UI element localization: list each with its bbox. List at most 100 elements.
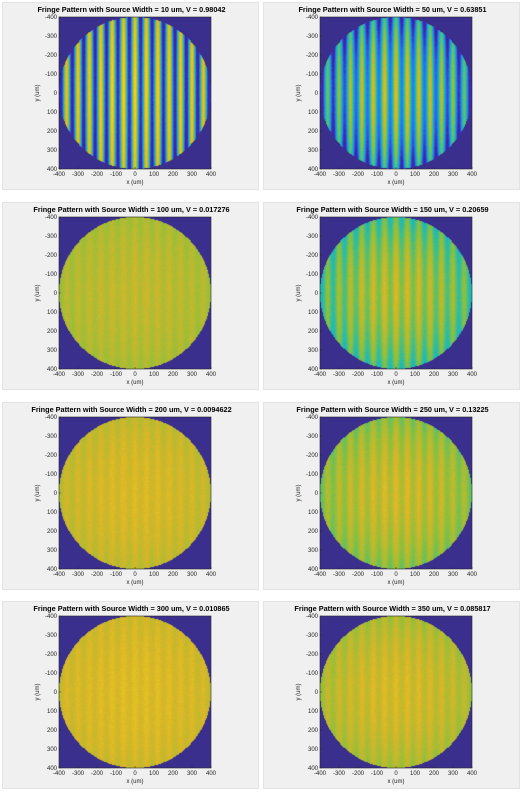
y-tick-label: -400 [306,215,319,221]
x-tick-label: 300 [187,372,198,378]
x-tick-label: 100 [149,572,160,578]
x-tick-label: 200 [429,372,440,378]
x-tick-label: 100 [149,172,160,178]
y-tick-label: 100 [47,110,58,116]
chart-title: Fringe Pattern with Source Width = 250 u… [296,405,489,414]
chart-svg: -400 -300 -200 -100 0 100 200 300 400-400-300-20… [35,15,217,186]
y-tick-label: -300 [306,34,319,40]
y-tick-label: 300 [47,747,58,753]
fringe-chart-panel: Fringe Pattern with Source Width = 10 um… [2,2,259,190]
y-tick-label: -400 [45,15,58,21]
y-axis-label: y (um) [35,485,41,502]
x-tick-label: -200 [91,771,104,777]
y-tick-label: 200 [47,129,58,135]
y-tick-label: -100 [306,671,319,677]
y-axis-label: y (um) [296,485,302,502]
x-tick-label: -100 [110,572,123,578]
x-axis-label: x (um) [127,580,144,586]
y-axis-label: y (um) [296,85,302,102]
chart-svg: -400 -300 -200 -100 0 100 200 300 400-400-300-20… [296,614,478,785]
x-tick-label: 200 [429,172,440,178]
y-axis-label: y (um) [296,684,302,701]
y-tick-label: -300 [45,234,58,240]
y-tick-label: 200 [47,728,58,734]
x-axis-label: x (um) [127,180,144,186]
y-tick-label: 200 [308,129,319,135]
x-tick-label: 200 [429,771,440,777]
y-tick-label: 300 [47,548,58,554]
y-tick-label: 400 [308,567,319,573]
y-tick-label: -200 [306,253,319,259]
x-tick-label: -400 [53,572,66,578]
fringe-heatmap [59,17,211,169]
y-tick-label: 0 [315,91,319,97]
x-tick-label: 300 [448,172,459,178]
y-tick-label: 200 [308,728,319,734]
y-tick-label: 400 [47,167,58,173]
x-tick-label: 400 [467,372,478,378]
x-tick-label: -400 [314,172,327,178]
x-tick-label: 0 [133,372,137,378]
chart-svg: -400 -300 -200 -100 0 100 200 300 400-400-300-20… [35,415,217,586]
x-tick-label: 100 [410,172,421,178]
y-tick-label: 100 [47,310,58,316]
x-tick-label: -100 [371,372,384,378]
x-tick-label: 400 [206,172,217,178]
y-tick-label: 0 [315,291,319,297]
x-tick-label: 200 [168,771,179,777]
y-tick-label: 100 [47,510,58,516]
x-tick-label: 300 [448,572,459,578]
chart-title: Fringe Pattern with Source Width = 100 u… [33,205,230,214]
y-tick-label: 200 [47,329,58,335]
chart-svg: -400 -300 -200 -100 0 100 200 300 400-400-300-20… [296,415,478,586]
x-tick-label: -200 [352,572,365,578]
y-tick-label: -100 [45,472,58,478]
y-axis-label: y (um) [296,285,302,302]
chart-title: Fringe Pattern with Source Width = 10 um… [37,5,226,14]
x-tick-label: 0 [394,572,398,578]
fringe-chart-panel: Fringe Pattern with Source Width = 250 u… [263,402,520,590]
y-tick-label: -400 [306,415,319,421]
x-tick-label: 300 [187,172,198,178]
x-tick-label: 200 [168,372,179,378]
x-tick-label: -300 [72,572,85,578]
fringe-heatmap [320,417,472,569]
x-tick-label: 200 [429,572,440,578]
y-tick-label: -200 [45,253,58,259]
x-tick-label: -300 [72,771,85,777]
y-tick-label: -100 [45,671,58,677]
y-tick-label: -300 [306,633,319,639]
y-tick-label: -100 [306,72,319,78]
x-tick-label: -100 [110,771,123,777]
chart-title: Fringe Pattern with Source Width = 50 um… [298,5,487,14]
fringe-chart-panel: Fringe Pattern with Source Width = 150 u… [263,202,520,390]
x-tick-label: -200 [352,372,365,378]
x-tick-label: -200 [91,172,104,178]
x-tick-label: -200 [352,771,365,777]
x-tick-label: -100 [110,172,123,178]
y-tick-label: -400 [45,614,58,620]
fringe-chart-panel: Fringe Pattern with Source Width = 200 u… [2,402,259,590]
fringe-chart-panel: Fringe Pattern with Source Width = 50 um… [263,2,520,190]
y-tick-label: 100 [308,510,319,516]
y-tick-label: 100 [308,709,319,715]
y-tick-label: -400 [306,614,319,620]
y-tick-label: -200 [306,453,319,459]
y-tick-label: 0 [54,491,58,497]
fringe-heatmap [320,616,472,768]
fringe-heatmap [59,616,211,768]
x-tick-label: -400 [53,372,66,378]
x-axis-label: x (um) [388,380,405,386]
chart-title: Fringe Pattern with Source Width = 200 u… [31,405,232,414]
y-tick-label: 300 [47,148,58,154]
x-tick-label: 200 [168,572,179,578]
y-tick-label: -200 [45,652,58,658]
y-tick-label: -400 [45,215,58,221]
chart-svg: -400 -300 -200 -100 0 100 200 300 400-400-300-20… [35,614,217,785]
y-axis-label: y (um) [35,85,41,102]
x-tick-label: -200 [91,572,104,578]
x-tick-label: 100 [410,771,421,777]
x-tick-label: 400 [206,771,217,777]
y-tick-label: 200 [47,529,58,535]
x-tick-label: -300 [333,572,346,578]
